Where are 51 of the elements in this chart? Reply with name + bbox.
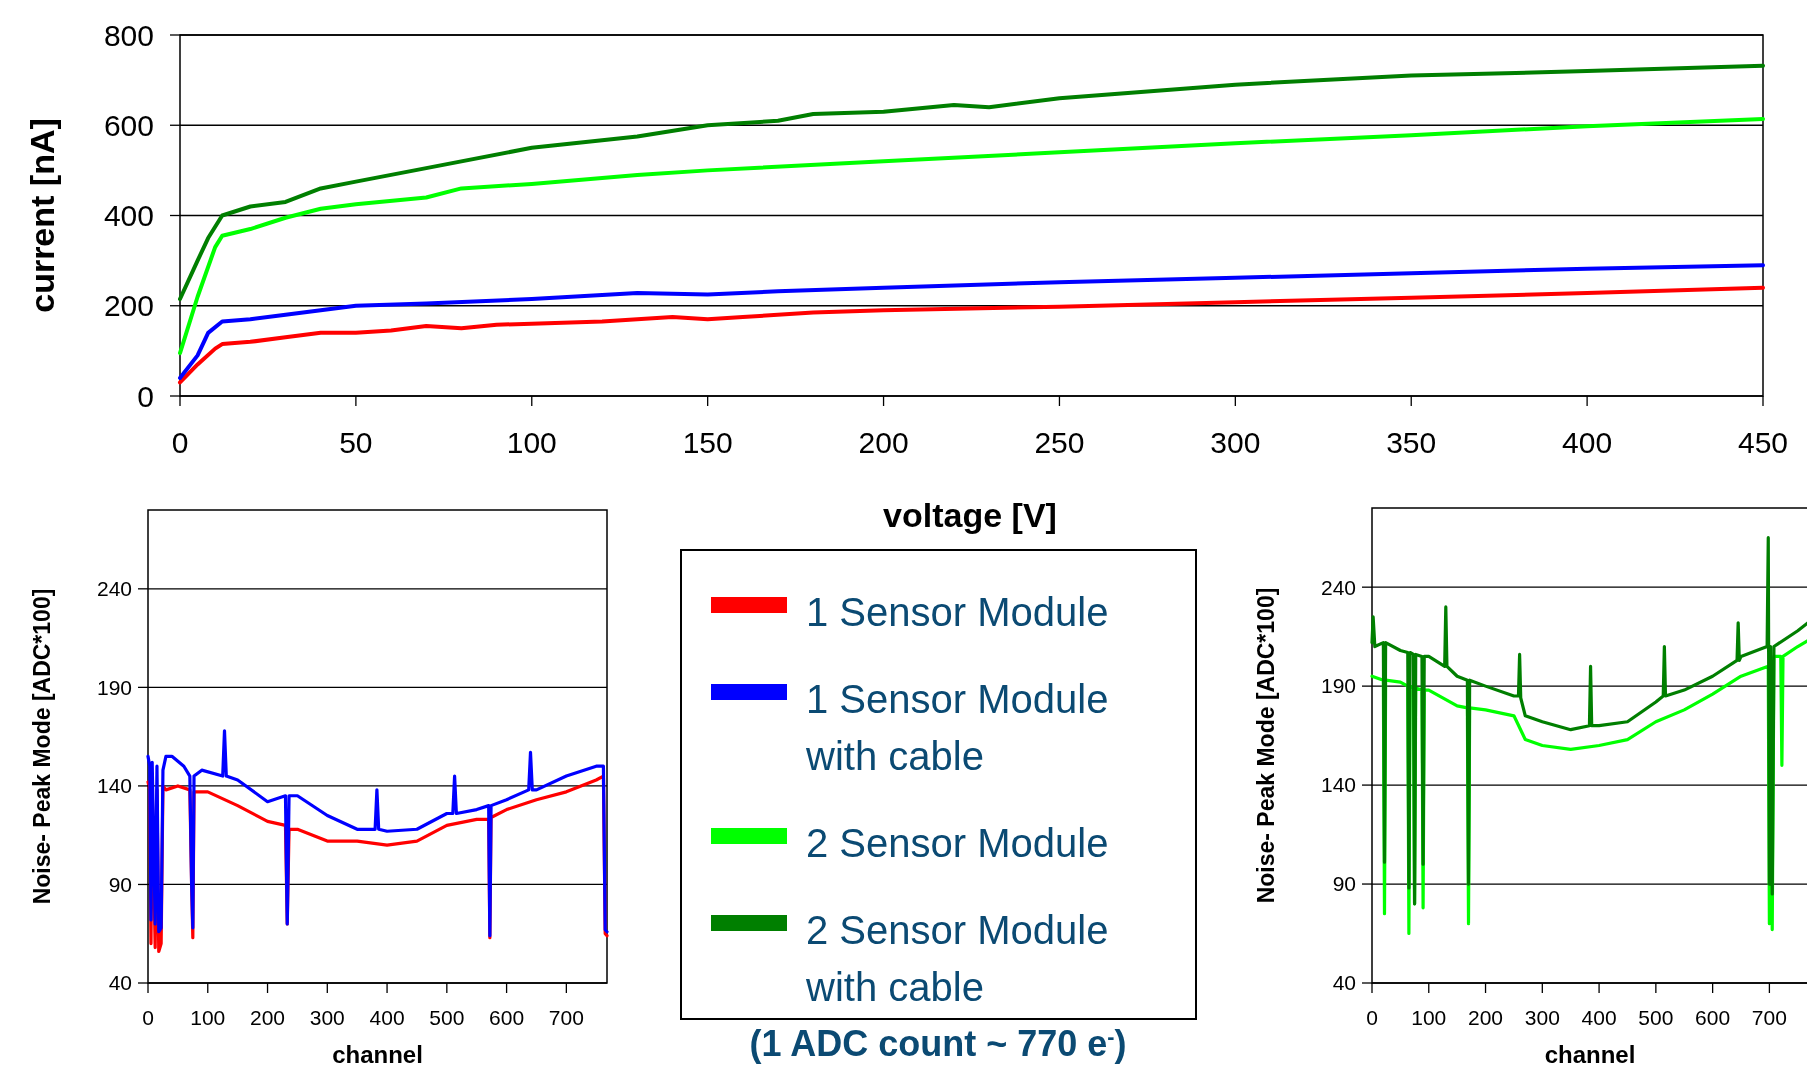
x-tick-label: 700 (1751, 1006, 1787, 1029)
legend-label: 2 Sensor Module (806, 821, 1109, 865)
y-tick-label: 90 (108, 872, 132, 896)
y-tick-label: 240 (1320, 575, 1356, 599)
x-tick-label: 450 (1737, 426, 1789, 459)
x-tick-label: 200 (250, 1006, 286, 1029)
x-tick-label: 600 (489, 1006, 525, 1029)
x-tick-label: 600 (1695, 1006, 1731, 1029)
x-axis-title: channel (332, 1041, 423, 1068)
y-tick-label: 40 (1332, 971, 1356, 995)
x-tick-label: 50 (339, 426, 373, 459)
x-tick-label: 300 (1210, 426, 1261, 459)
text: (1 ADC count ~ 770 e$^{-}$) (749, 1023, 1127, 1064)
x-tick-label: 0 (171, 426, 189, 459)
x-tick-label: 200 (1468, 1006, 1504, 1029)
y-tick-label: 40 (108, 971, 132, 995)
legend-label: 2 Sensor Module with cable (805, 908, 1109, 1009)
x-axis-title: voltage [V] (883, 496, 1057, 534)
legend-label: 1 Sensor Module (806, 590, 1109, 634)
y-tick-label: 190 (96, 675, 132, 699)
x-tick-label: 500 (1638, 1006, 1674, 1029)
legend-label: 1 Sensor Module with cable (805, 677, 1109, 778)
y-axis-title: Noise- Peak Mode [ADC*100] (1253, 587, 1279, 904)
y-tick-label: 0 (137, 379, 154, 413)
x-tick-label: 300 (1524, 1006, 1560, 1029)
y-tick-label: 400 (103, 199, 154, 232)
x-tick-label: 100 (506, 426, 557, 459)
x-tick-label: 200 (858, 426, 909, 459)
y-tick-label: 800 (103, 18, 154, 52)
y-tick-label: 140 (96, 774, 132, 798)
x-tick-label: 400 (1581, 1006, 1617, 1029)
x-tick-label: 700 (548, 1006, 584, 1029)
x-tick-label: 500 (429, 1006, 465, 1029)
x-tick-label: 100 (190, 1006, 226, 1029)
x-tick-label: 100 (1411, 1006, 1447, 1029)
y-tick-label: 600 (103, 108, 154, 142)
x-axis-title: channel (1544, 1041, 1636, 1068)
y-tick-label: 90 (1332, 872, 1356, 896)
x-tick-label: 400 (369, 1006, 405, 1029)
x-tick-label: 350 (1386, 426, 1437, 459)
y-tick-label: 240 (96, 577, 132, 601)
y-axis-title: current [nA] (23, 118, 61, 313)
y-tick-label: 200 (103, 289, 154, 323)
y-tick-label: 140 (1320, 773, 1356, 797)
y-tick-label: 190 (1320, 674, 1356, 698)
x-tick-label: 400 (1562, 426, 1613, 459)
x-tick-label: 150 (682, 426, 733, 459)
x-tick-label: 250 (1034, 426, 1085, 459)
x-tick-label: 300 (309, 1006, 345, 1029)
y-axis-title: Noise- Peak Mode [ADC*100] (29, 588, 55, 905)
x-tick-label: 0 (1366, 1006, 1378, 1029)
